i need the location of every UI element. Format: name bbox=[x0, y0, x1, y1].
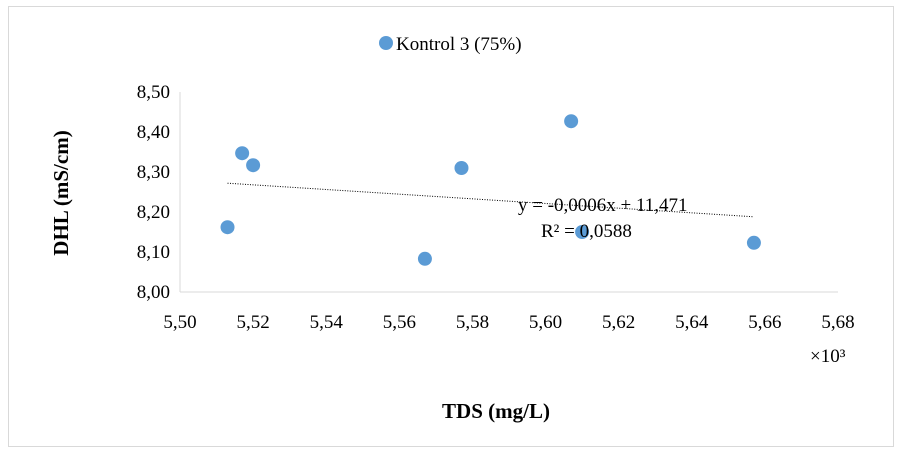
y-tick-labels: 8,00 8,10 8,20 8,30 8,40 8,50 bbox=[137, 82, 170, 303]
x-tick-label: 5,64 bbox=[675, 312, 709, 333]
x-tick-label: 5,62 bbox=[602, 312, 635, 333]
x-tick-label: 5,50 bbox=[163, 312, 196, 333]
trendline-equation: y = -0,0006x + 11,471 bbox=[518, 195, 688, 216]
data-point bbox=[246, 158, 261, 173]
x-tick-labels: 5,50 5,52 5,54 5,56 5,58 5,60 5,62 5,64 5,66 5,68 bbox=[163, 312, 854, 333]
legend: Kontrol 3 (75%) bbox=[379, 34, 522, 55]
data-point bbox=[417, 251, 432, 266]
chart-frame bbox=[8, 6, 894, 447]
data-point bbox=[220, 220, 235, 235]
y-tick-label: 8,10 bbox=[137, 242, 170, 263]
data-point bbox=[564, 114, 579, 129]
data-point bbox=[575, 225, 590, 239]
x-axis-multiplier: ×10³ bbox=[810, 346, 846, 367]
data-points bbox=[220, 114, 761, 266]
legend-label: Kontrol 3 (75%) bbox=[396, 34, 522, 55]
y-tick-label: 8,20 bbox=[137, 202, 170, 223]
data-point bbox=[746, 235, 761, 250]
y-tick-label: 8,00 bbox=[137, 282, 170, 303]
x-tick-label: 5,58 bbox=[456, 312, 489, 333]
x-tick-label: 5,54 bbox=[310, 312, 344, 333]
y-tick-label: 8,40 bbox=[137, 122, 170, 143]
x-tick-label: 5,56 bbox=[383, 312, 416, 333]
data-point bbox=[235, 146, 250, 161]
legend-marker bbox=[379, 36, 393, 50]
x-tick-label: 5,52 bbox=[236, 312, 269, 333]
y-tick-label: 8,50 bbox=[137, 82, 170, 103]
x-tick-label: 5,66 bbox=[748, 312, 781, 333]
data-point bbox=[454, 161, 469, 175]
trendline bbox=[227, 182, 754, 218]
x-tick-label: 5,68 bbox=[821, 312, 854, 333]
trendline-r-squared: R² = 0,0588 bbox=[541, 221, 632, 242]
x-tick-label: 5,60 bbox=[529, 312, 562, 333]
y-axis-title: DHL (mS/cm) bbox=[49, 130, 73, 255]
x-axis-title: TDS (mg/L) bbox=[442, 399, 550, 423]
y-tick-label: 8,30 bbox=[137, 162, 170, 183]
